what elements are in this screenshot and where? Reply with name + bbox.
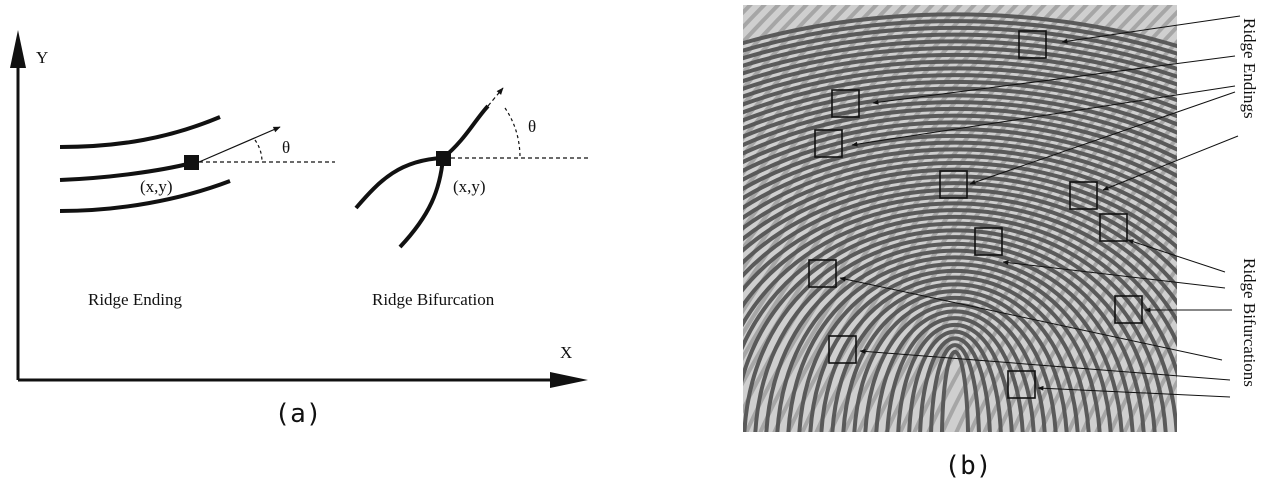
- panel-b: Ridge Endings Ridge Bifurcations (b): [323, 0, 1274, 481]
- bifurcation-coord: (x,y): [453, 177, 486, 196]
- bifurcation-direction: [488, 88, 503, 106]
- caption-b: (b): [945, 451, 992, 481]
- ending-ridges: [60, 117, 230, 211]
- ridge: [449, 0, 779, 440]
- ending-angle-arc: [255, 140, 262, 162]
- x-axis-label: X: [560, 343, 572, 362]
- bifurcation-label: Ridge Bifurcation: [372, 290, 495, 309]
- bifurcation-angle-arc: [505, 108, 520, 158]
- ridge: [365, 0, 695, 440]
- bifurcation-angle: θ: [528, 117, 536, 136]
- figure: Y X θ (x,y) Ridge Ending θ (x,y) Ridge B…: [0, 0, 1274, 483]
- y-axis-label: Y: [36, 48, 48, 67]
- endings-label: Ridge Endings: [1240, 18, 1259, 119]
- ridge: [407, 0, 737, 440]
- ridge: [435, 0, 765, 440]
- bifurcation-point: [436, 151, 451, 166]
- ridge: [421, 0, 751, 440]
- ending-label: Ridge Ending: [88, 290, 182, 309]
- ridge: [379, 0, 709, 440]
- ending-direction: [199, 127, 280, 162]
- x-arrowhead: [550, 372, 588, 388]
- ending-angle: θ: [282, 138, 290, 157]
- ridge: [337, 0, 667, 440]
- ridge: [351, 0, 681, 440]
- ridge: [323, 0, 653, 440]
- bifurcations-label: Ridge Bifurcations: [1240, 258, 1259, 387]
- ending-point: [184, 155, 199, 170]
- y-arrowhead: [10, 30, 26, 68]
- caption-a: (a): [275, 399, 322, 429]
- panel-a: Y X θ (x,y) Ridge Ending θ (x,y) Ridge B…: [10, 30, 588, 429]
- ending-coord: (x,y): [140, 177, 173, 196]
